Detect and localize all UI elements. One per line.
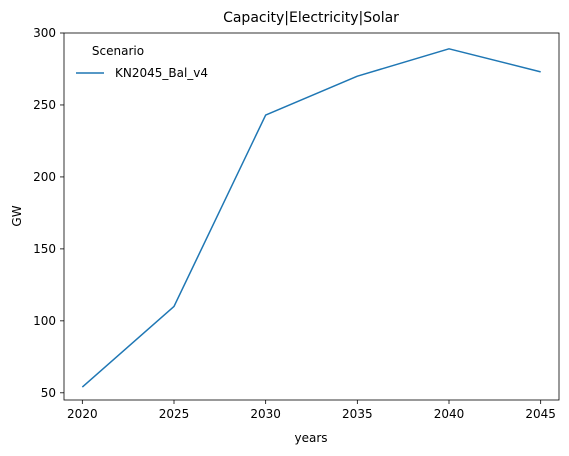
x-tick-label: 2025 bbox=[159, 407, 190, 421]
y-tick-label: 300 bbox=[33, 26, 56, 40]
y-axis-label: GW bbox=[10, 205, 24, 226]
y-tick-label: 150 bbox=[33, 242, 56, 256]
legend-label-kn2045-bal-v4: KN2045_Bal_v4 bbox=[115, 66, 208, 80]
y-tick-label: 200 bbox=[33, 170, 56, 184]
y-tick-label: 100 bbox=[33, 314, 56, 328]
plot-area bbox=[63, 32, 560, 401]
x-axis: 2020 2025 2030 2035 2040 2045 bbox=[67, 400, 556, 421]
y-axis: 50 100 150 200 250 300 bbox=[33, 26, 64, 400]
x-tick-label: 2030 bbox=[250, 407, 281, 421]
y-tick-label: 50 bbox=[41, 386, 56, 400]
legend: Scenario KN2045_Bal_v4 bbox=[76, 44, 208, 80]
x-tick-label: 2040 bbox=[434, 407, 465, 421]
x-axis-label: years bbox=[294, 431, 327, 445]
x-tick-label: 2035 bbox=[342, 407, 373, 421]
series-layer bbox=[81, 48, 541, 388]
x-tick-label: 2020 bbox=[67, 407, 98, 421]
chart-title: Capacity|Electricity|Solar bbox=[223, 10, 399, 26]
series-line-kn2045-bal-v4 bbox=[81, 48, 541, 388]
legend-title: Scenario bbox=[92, 44, 144, 58]
y-tick-label: 250 bbox=[33, 98, 56, 112]
x-tick-label: 2045 bbox=[525, 407, 556, 421]
